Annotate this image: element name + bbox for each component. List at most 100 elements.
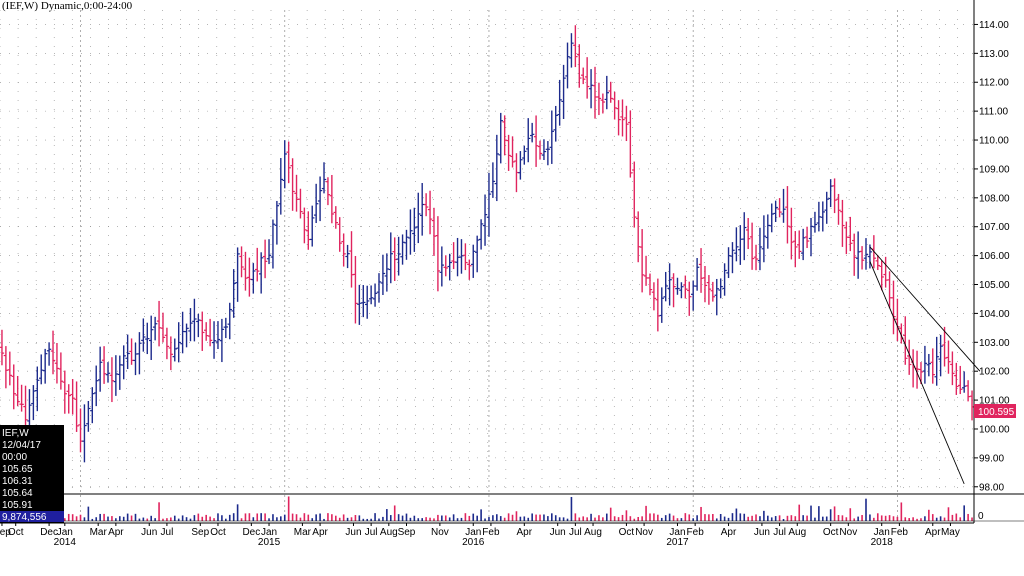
volume-bar — [185, 517, 188, 521]
price-bar — [109, 357, 115, 403]
volume-bar — [221, 515, 223, 521]
price-bar — [474, 235, 480, 273]
price-bar — [718, 278, 723, 299]
volume-bar — [268, 518, 270, 521]
volume-bar — [598, 515, 600, 521]
x-month-label: Jul — [365, 527, 378, 538]
price-bar — [321, 162, 327, 194]
price-bar — [702, 266, 708, 303]
price-bar — [329, 174, 335, 224]
volume-bar — [660, 517, 663, 521]
price-bar — [54, 343, 60, 384]
price-bar — [11, 364, 16, 410]
x-month-label: Jun — [754, 527, 770, 538]
volume-bar — [295, 514, 298, 521]
volume-bar — [719, 514, 722, 521]
info-low: 105.64 — [2, 488, 33, 499]
price-bar — [781, 188, 786, 223]
price-bar — [451, 242, 456, 270]
volume-bar — [543, 514, 545, 521]
price-bar — [553, 105, 558, 142]
volume-bar — [130, 515, 133, 521]
volume-bar — [464, 513, 467, 521]
volume-bar — [315, 514, 317, 521]
volume-bar — [676, 518, 679, 521]
price-bar — [918, 362, 924, 384]
volume-bar — [492, 515, 494, 521]
price-bar — [478, 219, 484, 250]
x-month-label: Sep — [0, 527, 11, 538]
y-tick-label: 106.00 — [979, 251, 1010, 262]
x-year-label: 2016 — [462, 537, 485, 548]
volume-bar — [531, 513, 533, 521]
volume-bar — [743, 513, 746, 521]
price-bar — [376, 273, 382, 303]
trend-lines[interactable] — [869, 246, 981, 485]
x-month-label: Mar — [90, 527, 108, 538]
volume-bar — [884, 515, 887, 521]
info-close: 105.91 — [2, 500, 33, 511]
price-bar — [0, 329, 5, 366]
volume-bar — [331, 514, 333, 521]
volume-bar — [71, 514, 74, 521]
price-bar — [15, 375, 20, 407]
x-month-label: Jun — [550, 527, 566, 538]
price-bar — [231, 269, 236, 318]
price-bar — [855, 231, 861, 279]
volume-bar — [904, 517, 907, 521]
trend-line[interactable] — [869, 246, 981, 372]
trend-line[interactable] — [869, 261, 965, 485]
price-bar — [388, 232, 393, 284]
price-bar — [639, 229, 645, 293]
volume-bar — [920, 518, 922, 521]
price-bar — [910, 349, 916, 388]
volume-bar — [456, 518, 459, 521]
price-bar — [569, 33, 574, 68]
volume-bar — [225, 518, 227, 521]
price-bar — [498, 112, 503, 164]
volume-bar — [205, 514, 207, 521]
volume-bar — [849, 508, 852, 521]
volume-bar — [311, 518, 314, 521]
x-year-label: 2014 — [54, 537, 77, 548]
volume-bar — [256, 513, 259, 521]
price-bar — [581, 67, 586, 85]
volume-bar — [299, 517, 302, 521]
price-bar — [357, 284, 362, 325]
volume-bar — [633, 518, 636, 521]
volume-bar — [727, 517, 730, 521]
price-bar — [797, 230, 802, 259]
volume-bar — [696, 515, 698, 521]
volume-bar — [723, 516, 726, 521]
price-bar — [239, 246, 244, 278]
volume-bar — [637, 516, 640, 521]
price-bar — [675, 277, 680, 295]
price-bar — [557, 79, 562, 126]
price-bar — [247, 257, 252, 297]
x-month-label: May — [941, 527, 960, 538]
price-bar — [883, 256, 888, 288]
price-bar — [584, 57, 590, 99]
volume-bar — [700, 506, 702, 521]
volume-bar — [814, 517, 816, 521]
price-bar — [408, 209, 413, 255]
volume-bar — [515, 511, 518, 521]
x-month-label: Jan — [465, 527, 481, 538]
volume-bar — [747, 516, 749, 521]
y-tick-label: 108.00 — [979, 193, 1010, 204]
volume-bar — [189, 518, 192, 521]
price-bar — [800, 228, 806, 261]
info-open: 105.65 — [2, 464, 33, 475]
volume-bar — [959, 517, 962, 521]
volume-bar — [602, 517, 604, 521]
price-bar — [129, 338, 134, 365]
price-bar — [353, 255, 358, 324]
volume-bar — [370, 518, 372, 521]
volume-bar — [688, 514, 691, 521]
volume-bar — [704, 514, 706, 521]
price-bar — [270, 219, 276, 269]
y-tick-label: 109.00 — [979, 164, 1010, 175]
price-bar — [958, 365, 963, 395]
price-bar — [325, 177, 331, 206]
